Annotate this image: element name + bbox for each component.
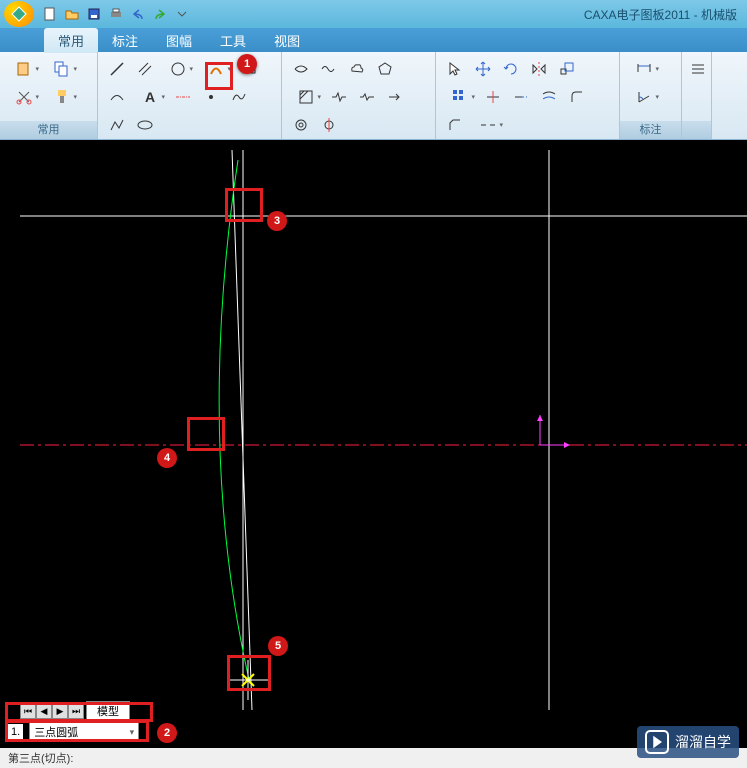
window-title: CAXA电子图板2011 - 机械版: [584, 6, 737, 23]
chamfer-icon[interactable]: [442, 112, 468, 138]
text-icon[interactable]: A: [132, 84, 168, 110]
print-icon[interactable]: [106, 4, 126, 24]
polygon-icon[interactable]: [372, 56, 398, 82]
copy-icon[interactable]: [44, 56, 80, 82]
fillet-icon[interactable]: [564, 84, 590, 110]
redo-icon[interactable]: [150, 4, 170, 24]
break2-icon[interactable]: [470, 112, 506, 138]
ribbon: 常用 A 基本绘图: [0, 52, 747, 140]
title-bar: CAXA电子图板2011 - 机械版: [0, 0, 747, 28]
callout-2: 2: [157, 723, 177, 743]
select-icon[interactable]: [442, 56, 468, 82]
ribbon-group-more: [682, 52, 712, 139]
ribbon-group-adv-draw: 高级绘图: [282, 52, 436, 139]
callout-5: 5: [268, 636, 288, 656]
arrow-icon[interactable]: [382, 84, 408, 110]
gear-icon[interactable]: [288, 112, 314, 138]
rotate-icon[interactable]: [498, 56, 524, 82]
svg-text:A: A: [145, 89, 155, 105]
app-icon[interactable]: [4, 1, 34, 27]
undo-icon[interactable]: [128, 4, 148, 24]
circle-icon[interactable]: [160, 56, 196, 82]
spline2-icon[interactable]: [288, 56, 314, 82]
menu-tools[interactable]: 工具: [206, 28, 260, 53]
menu-common[interactable]: 常用: [44, 28, 98, 53]
status-bar: 第三点(切点):: [0, 748, 747, 768]
watermark: 溜溜自学: [637, 726, 739, 758]
zigzag-icon[interactable]: [354, 84, 380, 110]
cloud-icon[interactable]: [344, 56, 370, 82]
hole-icon[interactable]: [316, 112, 342, 138]
scale-icon[interactable]: [554, 56, 580, 82]
callout-3: 3: [267, 211, 287, 231]
polyline-icon[interactable]: [104, 112, 130, 138]
callout-4: 4: [157, 448, 177, 468]
annotation-box-combo: [5, 720, 149, 742]
annotation-box-4: [187, 417, 225, 451]
watermark-play-icon: [645, 730, 669, 754]
menu-annotation[interactable]: 标注: [98, 28, 152, 53]
parallel-line-icon[interactable]: [132, 56, 158, 82]
open-icon[interactable]: [62, 4, 82, 24]
save-icon[interactable]: [84, 4, 104, 24]
ribbon-group-annotation: 标注: [620, 52, 682, 139]
cut-icon[interactable]: [6, 84, 42, 110]
trim-icon[interactable]: [480, 84, 506, 110]
new-icon[interactable]: [40, 4, 60, 24]
line-icon[interactable]: [104, 56, 130, 82]
hatch-icon[interactable]: [288, 84, 324, 110]
mirror-icon[interactable]: [526, 56, 552, 82]
command-prompt: 第三点(切点):: [8, 753, 73, 765]
annotation-box-3: [225, 188, 263, 222]
move-icon[interactable]: [470, 56, 496, 82]
canvas[interactable]: [0, 140, 747, 720]
format-brush-icon[interactable]: [44, 84, 80, 110]
ribbon-label-annotation: 标注: [620, 121, 681, 139]
ribbon-label-common: 常用: [0, 121, 97, 139]
menu-frame[interactable]: 图幅: [152, 28, 206, 53]
quick-access-toolbar: [40, 4, 192, 24]
ribbon-group-common: 常用: [0, 52, 98, 139]
drawing-svg: [0, 140, 747, 720]
callout-1: 1: [237, 54, 257, 74]
centerline-icon[interactable]: [170, 84, 196, 110]
dim-linear-icon[interactable]: [626, 56, 662, 82]
annotation-box-tabs: [5, 702, 153, 722]
paste-icon[interactable]: [6, 56, 42, 82]
ribbon-label-more: [682, 121, 711, 139]
ellipse-icon[interactable]: [132, 112, 158, 138]
ribbon-group-modify: 修改: [436, 52, 620, 139]
dim-angle-icon[interactable]: [626, 84, 662, 110]
menu-view[interactable]: 视图: [260, 28, 314, 53]
offset-icon[interactable]: [536, 84, 562, 110]
menu-bar: 常用 标注 图幅 工具 视图: [0, 28, 747, 52]
extend-icon[interactable]: [508, 84, 534, 110]
more-icon[interactable]: [688, 56, 708, 82]
annotation-box-5: [227, 655, 271, 691]
array-icon[interactable]: [442, 84, 478, 110]
break-icon[interactable]: [326, 84, 352, 110]
watermark-text: 溜溜自学: [675, 732, 731, 752]
wave-icon[interactable]: [316, 56, 342, 82]
qat-dropdown-icon[interactable]: [172, 4, 192, 24]
annotation-box-1: [205, 62, 233, 90]
ellipse-arc-icon[interactable]: [104, 84, 130, 110]
